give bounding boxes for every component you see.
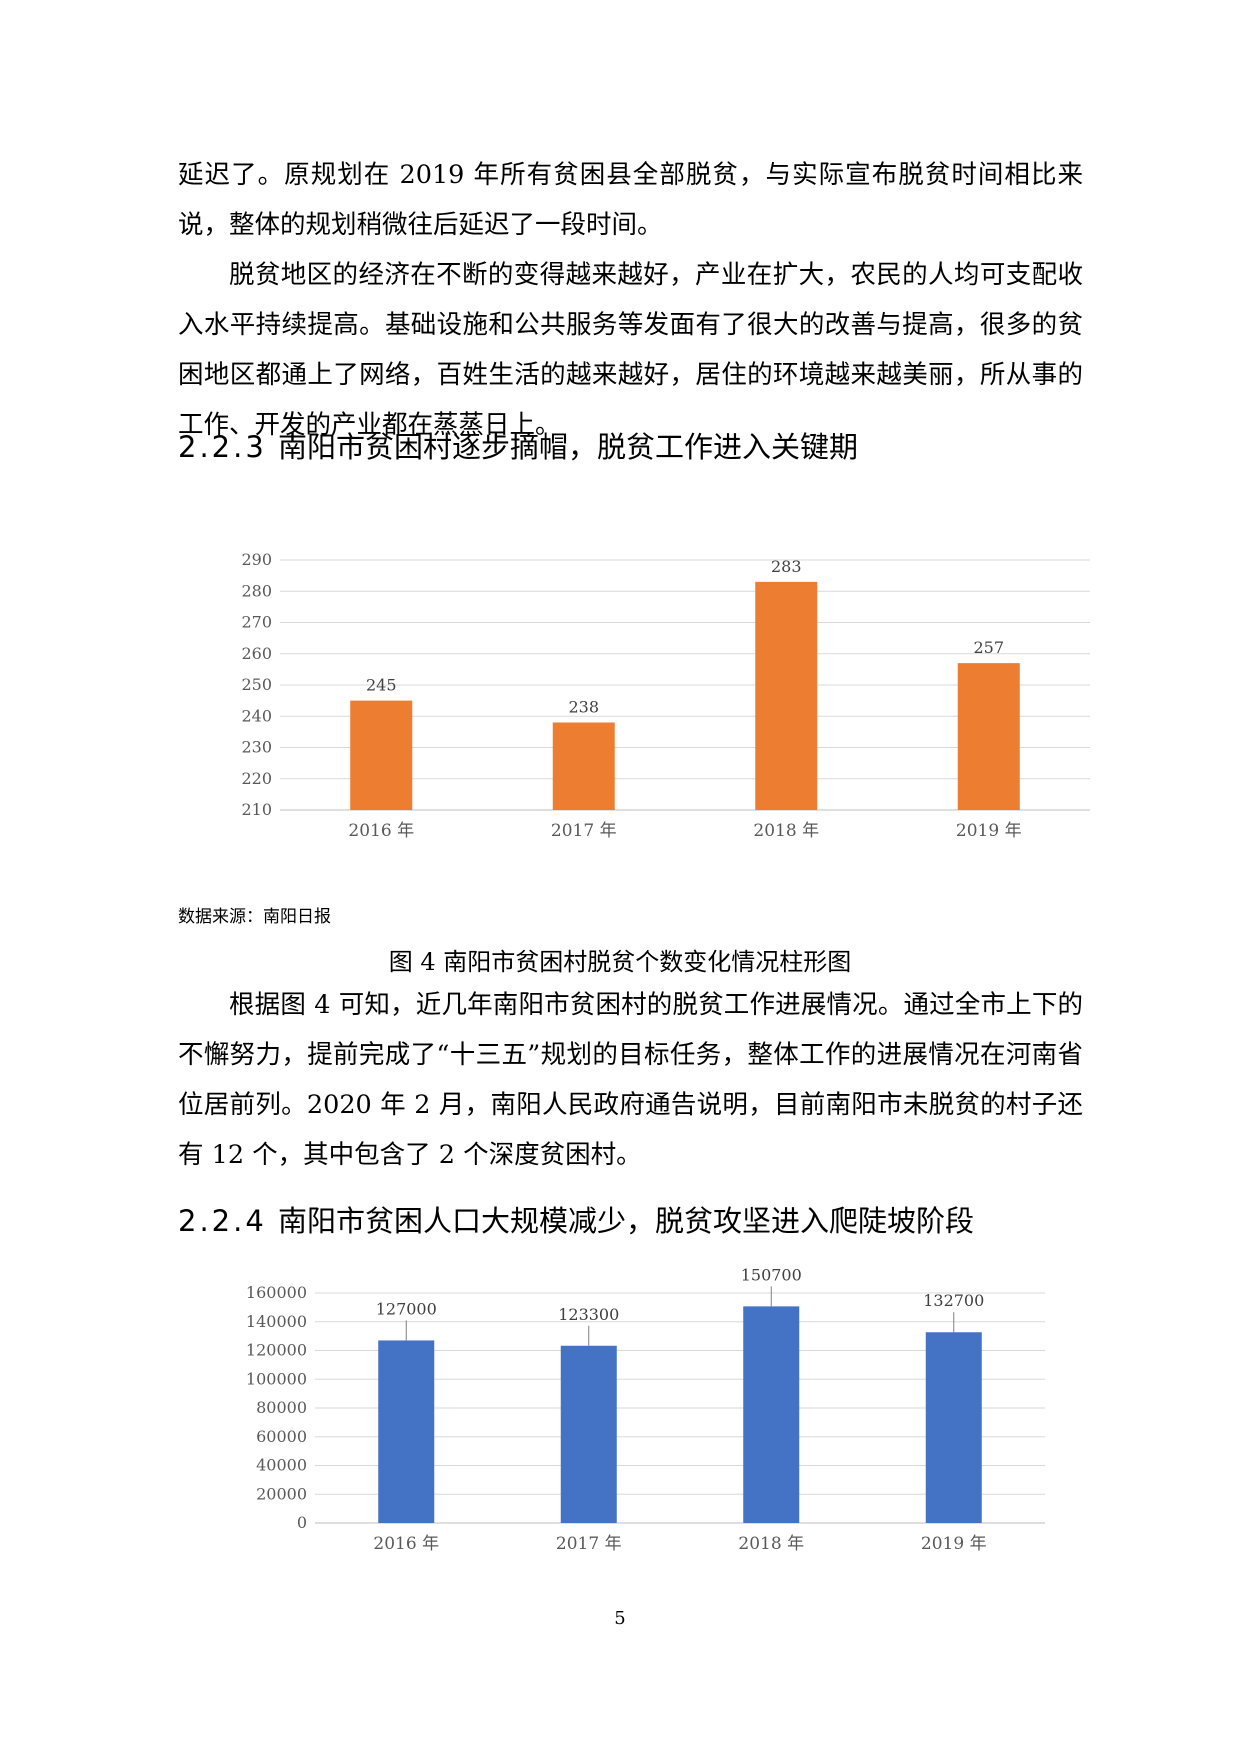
y-tick-label: 250: [241, 675, 272, 694]
x-category-label: 2016 年: [348, 821, 414, 841]
figure-source: 数据来源：南阳日报: [178, 907, 331, 927]
y-tick-label: 160000: [246, 1283, 307, 1302]
y-tick-label: 210: [241, 800, 272, 819]
x-category-label: 2018 年: [738, 1534, 804, 1554]
y-tick-label: 280: [241, 581, 272, 600]
page-number: 5: [614, 1608, 626, 1629]
y-tick-label: 120000: [246, 1341, 307, 1360]
y-tick-label: 100000: [246, 1369, 307, 1388]
bar: [552, 722, 615, 810]
bar: [560, 1345, 617, 1523]
data-label: 245: [366, 676, 397, 695]
y-tick-label: 80000: [256, 1398, 307, 1417]
y-tick-label: 20000: [256, 1484, 307, 1503]
data-label: 238: [568, 698, 599, 717]
data-label: 127000: [376, 1299, 437, 1318]
paragraph-continued: 延迟了。原规划在 2019 年所有贫困县全部脱贫，与实际宣布脱贫时间相比来说，整…: [178, 160, 1083, 240]
bar: [925, 1332, 982, 1523]
data-label: 132700: [923, 1291, 984, 1310]
section-title: 南阳市贫困村逐步摘帽，脱贫工作进入关键期: [278, 430, 859, 464]
y-tick-label: 60000: [256, 1427, 307, 1446]
section-number: 2.2.4: [178, 1204, 267, 1238]
bar: [743, 1306, 800, 1523]
paragraph-economy: 脱贫地区的经济在不断的变得越来越好，产业在扩大，农民的人均可支配收入水平持续提高…: [178, 260, 1083, 440]
chart-poor-villages: 210 220 230 240 250 260 270 280 290 245 2016 年 238 2…: [241, 550, 1090, 841]
bar: [350, 700, 413, 810]
y-tick-label: 270: [241, 613, 272, 632]
y-tick-label: 220: [241, 769, 272, 788]
y-tick-label: 290: [241, 550, 272, 569]
x-category-label: 2018 年: [753, 821, 819, 841]
data-label: 257: [973, 638, 1004, 657]
bar: [755, 581, 818, 810]
x-category-label: 2019 年: [921, 1534, 987, 1554]
y-tick-label: 240: [241, 706, 272, 725]
figure-caption: 图 4 南阳市贫困村脱贫个数变化情况柱形图: [388, 948, 852, 976]
x-category-label: 2017 年: [551, 821, 617, 841]
section-heading-2-2-3: 2.2.3 南阳市贫困村逐步摘帽，脱贫工作进入关键期: [178, 424, 858, 466]
data-label: 123300: [558, 1305, 619, 1324]
x-category-label: 2016 年: [373, 1534, 439, 1554]
bar: [957, 663, 1020, 810]
y-tick-label: 0: [297, 1513, 307, 1532]
section-number: 2.2.3: [178, 430, 267, 464]
x-category-label: 2019 年: [956, 821, 1022, 841]
y-tick-label: 230: [241, 738, 272, 757]
data-label: 150700: [741, 1265, 802, 1284]
y-tick-label: 260: [241, 644, 272, 663]
x-category-label: 2017 年: [556, 1534, 622, 1554]
y-tick-label: 40000: [256, 1456, 307, 1475]
section-title: 南阳市贫困人口大规模减少，脱贫攻坚进入爬陡坡阶段: [278, 1204, 975, 1238]
paragraph-figure-analysis: 根据图 4 可知，近几年南阳市贫困村的脱贫工作进展情况。通过全市上下的不懈努力，…: [178, 990, 1083, 1170]
bar: [378, 1340, 435, 1523]
section-heading-2-2-4: 2.2.4 南阳市贫困人口大规模减少，脱贫攻坚进入爬陡坡阶段: [178, 1198, 974, 1240]
chart-poor-population: 0 20000 40000 60000 80000 100000 120000 140000 1…: [246, 1265, 1045, 1554]
y-tick-label: 140000: [246, 1312, 307, 1331]
data-label: 283: [771, 557, 802, 576]
